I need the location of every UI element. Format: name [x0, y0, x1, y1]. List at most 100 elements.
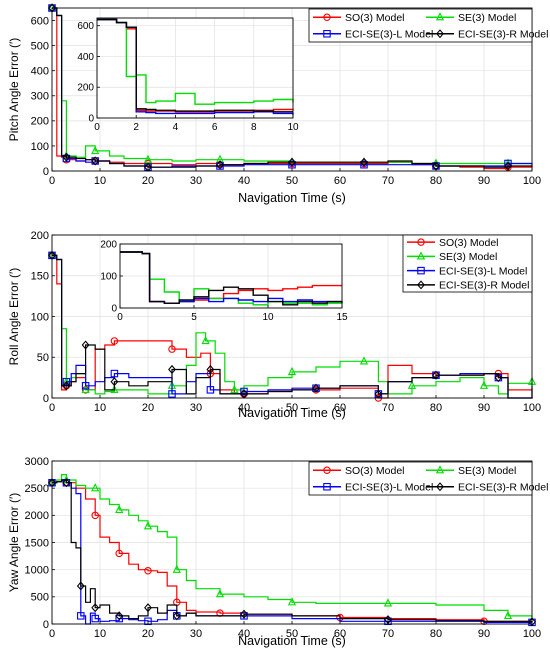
- yaw-ytick-label-2: 1000: [25, 565, 49, 577]
- yaw-series-2-point-15: [144, 617, 152, 626]
- roll-legend-label-3: ECI-SE(3)-R Model: [439, 280, 529, 292]
- pitch-legend-marker-0: [323, 13, 331, 22]
- yaw-xtick-label-9: 90: [478, 628, 490, 640]
- roll-series-3-line: [52, 254, 533, 399]
- pitch-legend-box: [308, 8, 533, 43]
- roll-series-1-point-9: [110, 384, 119, 394]
- pitch-legend-label-0: SO(3) Model: [345, 12, 405, 24]
- yaw-series-3-point-18: [172, 611, 181, 621]
- pitch-series-1-point-6: [91, 145, 100, 155]
- yaw-xlabel: Navigation Time (s): [238, 634, 346, 648]
- pitch-ticks: 0 10 20 30 40 50 60 70 80 90 100010020030040050060…: [31, 15, 542, 187]
- pitch-xtick-label-8: 80: [430, 175, 442, 187]
- roll-xtick-label-3: 30: [190, 402, 202, 414]
- pitch-series-3-point-18: [360, 157, 368, 167]
- yaw-xtick-label-3: 30: [190, 628, 202, 640]
- yaw-series-1-point-27: [503, 610, 513, 620]
- yaw-series-1-point-12: [143, 521, 153, 530]
- roll-series: [47, 250, 537, 402]
- roll-inset: 0 5 10 15 0 100 200: [100, 240, 348, 324]
- roll-ytick-label-0: 0: [43, 393, 49, 405]
- pitch-legend-marker-2: [323, 29, 331, 38]
- yaw-xtick-label-8: 80: [430, 628, 442, 640]
- pitch-series-3-point-15: [288, 157, 296, 167]
- pitch-legend-marker-1: [435, 12, 445, 21]
- yaw-series-3-point-12: [115, 611, 124, 621]
- yaw-ytick-label-6: 3000: [25, 456, 49, 468]
- roll-legend: SO(3) Model SE(3) Model ECI-SE(3)-L Model E…: [402, 234, 533, 293]
- pitch-ytick-label-5: 500: [31, 40, 49, 52]
- roll-legend-marker-2: [417, 266, 425, 275]
- yaw-xtick-label-1: 10: [94, 628, 106, 640]
- yaw-legend-label-2: ECI-SE(3)-L Model: [345, 482, 433, 494]
- yaw-legend-marker-3: [436, 482, 444, 492]
- roll-series-1-point-18: [230, 384, 239, 394]
- pitch-xtick-label-0: 0: [49, 175, 55, 187]
- yaw-ytick-label-5: 2500: [25, 483, 49, 495]
- yaw-series-3-point-27: [528, 617, 536, 627]
- roll-series-2-point-18: [240, 387, 248, 396]
- pitch-series-3-line: [52, 7, 533, 168]
- yaw-series-3-point-3: [62, 478, 71, 488]
- pitch-inset-xtick-label-4: 8: [251, 122, 257, 133]
- yaw-series-1-line: [52, 474, 533, 620]
- roll-series-3-point-3: [62, 381, 71, 391]
- yaw-xtick-label-0: 0: [49, 628, 55, 640]
- pitch-xtick-label-6: 60: [334, 175, 346, 187]
- pitch-ytick-label-6: 600: [31, 15, 49, 27]
- yaw-series-0-point-9: [115, 549, 123, 558]
- roll-xtick-label-7: 70: [382, 402, 394, 414]
- pitch-inset-xtick-label-1: 2: [133, 122, 139, 133]
- yaw-ytick-label-3: 1500: [25, 537, 49, 549]
- yaw-xtick-label-5: 50: [286, 628, 298, 640]
- yaw-series-1-point-9: [115, 504, 124, 514]
- yaw-series-3-point-21: [240, 609, 248, 619]
- roll-series-1-point-21: [287, 366, 297, 376]
- yaw-series-1-point-18: [215, 589, 225, 598]
- roll-series-2-point-12: [168, 390, 176, 398]
- roll-series-1-point-30: [479, 380, 489, 389]
- pitch-inset-ytick-label-2: 400: [77, 52, 94, 63]
- pitch-ytick-label-0: 0: [43, 166, 49, 178]
- yaw-series-2-point-6: [77, 612, 85, 620]
- yaw-series-0-point-6: [91, 511, 99, 520]
- roll-xtick-label-1: 10: [94, 402, 106, 414]
- pitch-ytick-label-3: 300: [31, 91, 49, 103]
- yaw-chart: 0 10 20 30 40 50 60 70 80 90 100050010001500200025…: [7, 456, 548, 648]
- roll-series-3-point-30: [494, 373, 503, 383]
- yaw-xtick-label-6: 60: [334, 628, 346, 640]
- yaw-ytick-label-1: 500: [31, 592, 49, 604]
- roll-ytick-label-1: 50: [37, 352, 49, 364]
- roll-inset-ytick-label-2: 200: [100, 240, 117, 251]
- roll-chart: 0 10 20 30 40 50 60 70 80 90 100050100150200Naviga…: [7, 230, 541, 420]
- yaw-ticks: 0 10 20 30 40 50 60 70 80 90 100050010001500200025…: [25, 456, 542, 640]
- pitch-xtick-label-2: 20: [142, 175, 154, 187]
- pitch-xtick-label-10: 100: [523, 175, 541, 187]
- yaw-series-3-line: [52, 479, 533, 622]
- yaw-series-1-point-24: [383, 598, 393, 607]
- roll-xtick-label-4: 40: [238, 402, 250, 414]
- roll-inset-xtick-label-0: 0: [117, 312, 123, 323]
- roll-inset-ytick-label-1: 100: [100, 272, 117, 283]
- pitch-series-3-point-24: [504, 161, 512, 171]
- pitch-inset-ticks: 0 2 4 6 8 10 0 200 400 600: [77, 21, 299, 133]
- yaw-legend: SO(3) Model SE(3) Model ECI-SE(3)-L Model E…: [308, 461, 548, 496]
- pitch-series: [47, 2, 533, 172]
- roll-ylabel: Roll Angle Error (′): [7, 268, 21, 366]
- pitch-series-3-point-6: [91, 156, 100, 166]
- pitch-ytick-label-2: 200: [31, 116, 49, 128]
- pitch-series-2-point-18: [360, 160, 368, 169]
- yaw-legend-label-0: SO(3) Model: [345, 465, 405, 477]
- roll-xtick-label-10: 100: [523, 402, 541, 414]
- pitch-xtick-label-9: 90: [478, 175, 490, 187]
- pitch-series-3-point-12: [216, 160, 224, 170]
- roll-series-1-point-24: [359, 356, 369, 365]
- pitch-legend-label-3: ECI-SE(3)-R Model: [458, 29, 548, 41]
- pitch-inset-xtick-label-3: 6: [212, 122, 218, 133]
- pitch-series-1-line: [52, 7, 532, 165]
- pitch-inset-series: [97, 18, 294, 115]
- roll-inset-ticks: 0 5 10 15 0 100 200: [100, 240, 348, 324]
- pitch-xtick-label-1: 10: [94, 175, 106, 187]
